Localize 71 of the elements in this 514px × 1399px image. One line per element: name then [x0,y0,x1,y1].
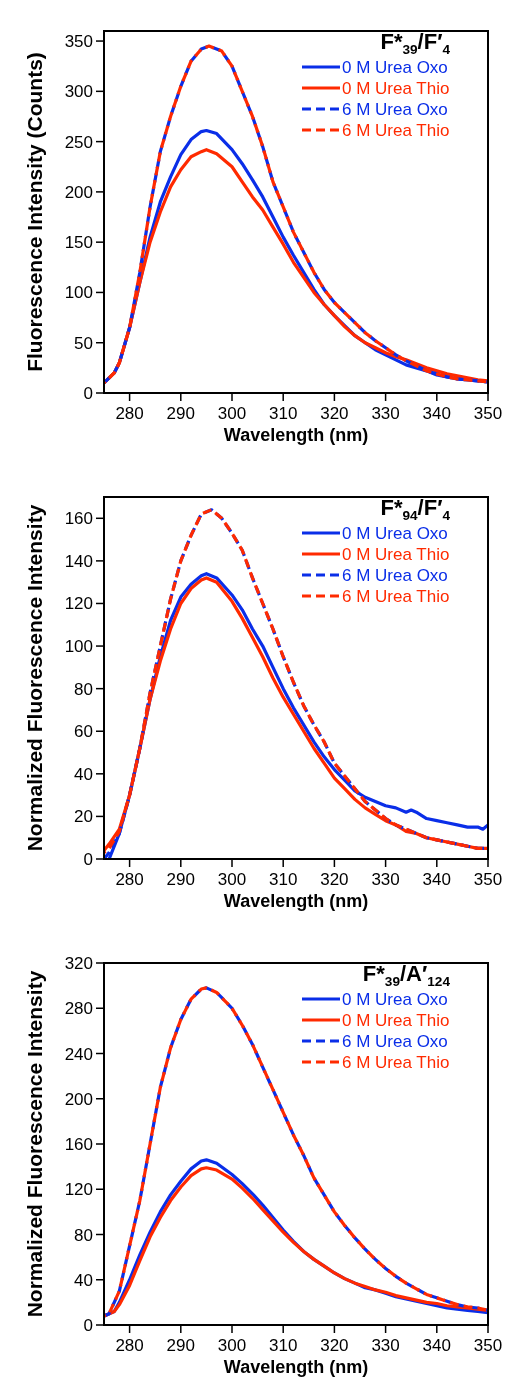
legend-label: 6 M Urea Oxo [342,100,448,119]
legend-label: 6 M Urea Oxo [342,566,448,585]
y-tick-label: 150 [64,233,93,253]
y-tick-label: 250 [64,132,93,152]
y-tick-label: 120 [64,1180,93,1200]
y-tick-label: 60 [74,722,93,742]
y-tick-label: 300 [64,82,93,102]
legend-title: F*$_{39}$/A′$_{124}$ [362,961,451,989]
x-tick-label: 340 [422,404,451,423]
x-axis-title: Wavelength (nm) [223,891,369,911]
x-tick-label: 310 [269,870,298,889]
legend-label: 0 M Urea Thio [342,1011,450,1030]
x-tick-label: 350 [473,1336,503,1355]
x-axis-title: Wavelength (nm) [223,425,369,445]
y-tick-label: 0 [83,850,93,869]
x-tick-label: 340 [422,1336,451,1355]
x-tick-label: 350 [473,404,503,423]
x-axis-title: Wavelength (nm) [223,1357,369,1377]
x-tick-label: 290 [166,870,195,889]
y-tick-label: 200 [64,1089,93,1109]
y-tick-label: 120 [64,594,93,614]
y-tick-label: 350 [64,32,93,52]
x-tick-label: 300 [217,404,247,423]
legend-label: 0 M Urea Oxo [342,58,448,77]
y-tick-label: 160 [64,1135,93,1154]
y-tick-label: 320 [64,954,93,973]
y-tick-label: 80 [74,679,93,699]
y-tick-label: 100 [64,283,93,303]
x-tick-label: 290 [166,1336,195,1355]
legend-label: 6 M Urea Thio [342,587,450,606]
y-tick-label: 20 [74,807,93,827]
y-tick-label: 240 [64,1044,93,1064]
legend-label: 6 M Urea Thio [342,1053,450,1072]
legend-label: 6 M Urea Thio [342,121,450,140]
x-tick-label: 280 [115,404,144,423]
x-tick-label: 320 [320,870,349,889]
x-tick-label: 300 [217,870,247,889]
x-tick-label: 330 [371,1336,400,1355]
legend-label: 0 M Urea Oxo [342,990,448,1009]
legend-label: 0 M Urea Oxo [342,524,448,543]
y-tick-label: 280 [64,999,93,1019]
legend-title: F*$_{94}$/F′$_{4}$ [380,495,451,523]
y-tick-label: 40 [74,764,93,784]
y-tick-label: 160 [64,509,93,529]
y-tick-label: 50 [74,333,93,353]
y-axis-title: Fluorescence Intensity (Counts) [23,52,46,372]
x-tick-label: 300 [217,1336,247,1355]
y-tick-label: 80 [74,1225,93,1245]
x-tick-label: 290 [166,404,195,423]
x-tick-label: 310 [269,1336,298,1355]
x-tick-label: 330 [371,870,400,889]
x-tick-label: 340 [422,870,451,889]
x-tick-label: 310 [269,404,298,423]
x-tick-label: 280 [115,870,144,889]
legend-label: 0 M Urea Thio [342,79,450,98]
legend-label: 6 M Urea Oxo [342,1032,448,1051]
x-tick-label: 320 [320,404,349,423]
x-tick-label: 350 [473,870,503,889]
y-tick-label: 140 [64,551,93,571]
y-tick-label: 40 [74,1270,93,1290]
y-tick-label: 0 [83,384,93,403]
y-axis-title: Normalized Fluorescence Intensity [23,970,46,1318]
legend-title: F*$_{39}$/F′$_{4}$ [380,29,451,57]
legend-label: 0 M Urea Thio [342,545,450,564]
x-tick-label: 280 [115,1336,144,1355]
y-tick-label: 200 [64,182,93,202]
x-tick-label: 330 [371,404,400,423]
y-tick-label: 100 [64,637,93,657]
y-axis-title: Normalized Fluorescence Intensity [23,504,46,852]
y-tick-label: 0 [83,1316,93,1335]
x-tick-label: 320 [320,1336,349,1355]
